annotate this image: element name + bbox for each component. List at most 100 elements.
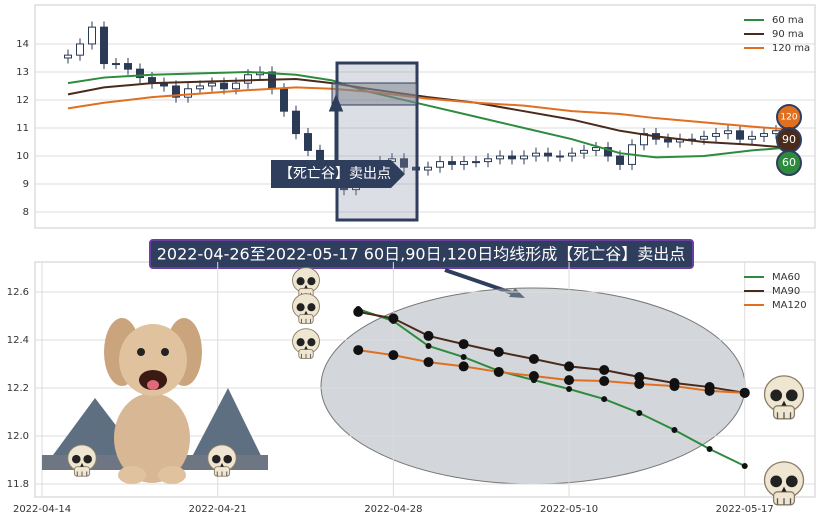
ma-line [67, 70, 789, 159]
candle-body [496, 155, 504, 160]
legend-label: 90 ma [772, 29, 804, 40]
legend-label: 120 ma [772, 43, 810, 54]
candle-body [544, 152, 552, 157]
candle-body [580, 149, 588, 154]
marker [741, 463, 748, 470]
y-tick-label: 8 [23, 207, 29, 218]
banner: 2022-04-26至2022-05-17 60日,90日,120日均线形成【死… [149, 239, 694, 298]
candle-body [304, 133, 312, 151]
candle-body [136, 68, 144, 79]
x-tick-label: 2022-05-17 [716, 504, 774, 515]
candle-body [484, 158, 492, 163]
candle-body [220, 82, 228, 90]
candle-body [232, 82, 240, 90]
candle-body [112, 63, 120, 66]
marker [425, 343, 432, 350]
ma-line [357, 308, 746, 467]
banner-text: 2022-04-26至2022-05-17 60日,90日,120日均线形成【死… [157, 245, 686, 264]
candle-body [532, 152, 540, 157]
y-tick-label: 12.6 [7, 287, 29, 298]
marker [706, 445, 713, 452]
marker [636, 409, 643, 416]
marker [669, 381, 680, 392]
candle-body [124, 63, 132, 70]
y-tick-label: 11.8 [7, 479, 29, 490]
candle-body [736, 130, 744, 140]
candle-body [712, 133, 720, 137]
badge-label: 120 [780, 113, 797, 123]
ma-line [358, 349, 745, 394]
marker [599, 365, 610, 376]
candle-body [508, 155, 516, 160]
x-tick-label: 2022-04-14 [13, 504, 71, 515]
y-tick-label: 14 [16, 39, 29, 50]
candle-body [292, 110, 300, 135]
candle-body [196, 85, 204, 90]
top-plot [34, 4, 816, 229]
legend-label: MA90 [772, 286, 800, 297]
marker [460, 354, 467, 361]
marker [564, 375, 575, 386]
marker [423, 330, 434, 341]
candle-body [748, 135, 756, 140]
marker [634, 378, 645, 389]
highlight: 【死亡谷】卖出点 [271, 61, 419, 222]
candle-body [280, 88, 288, 112]
marker [493, 347, 504, 358]
legend-label: MA60 [772, 272, 800, 283]
candle-body [556, 155, 564, 158]
x-tick-label: 2022-04-28 [364, 504, 422, 515]
marker [599, 376, 610, 387]
marker [566, 385, 573, 392]
marker [353, 306, 364, 317]
marker [353, 345, 364, 356]
candle-body [616, 155, 624, 165]
candle-body [424, 166, 432, 171]
candle-body [76, 43, 84, 56]
candle-body [568, 152, 576, 157]
marker [388, 313, 399, 324]
ma-line [358, 310, 745, 394]
marker [528, 371, 539, 382]
candle-body [604, 147, 612, 157]
badge-label: 60 [782, 156, 796, 169]
candle-body [472, 161, 480, 164]
candle-body [448, 161, 456, 165]
y-tick-label: 12.4 [7, 335, 29, 346]
y-tick-label: 10 [16, 151, 29, 162]
candle-body [88, 26, 96, 45]
candle-body [592, 147, 600, 151]
marker [458, 339, 469, 350]
y-tick-label: 12.2 [7, 383, 29, 394]
candle-body [400, 158, 408, 168]
marker [564, 361, 575, 372]
legend-label: 60 ma [772, 15, 804, 26]
candle-body [172, 85, 180, 98]
candle-body [208, 82, 216, 87]
y-tick-label: 11 [16, 123, 29, 134]
candle-body [184, 88, 192, 98]
candle-body [460, 161, 468, 165]
candle-body [100, 26, 108, 65]
illustration [42, 267, 805, 506]
marker [634, 371, 645, 382]
marker [704, 385, 715, 396]
y-tick-label: 12 [16, 95, 29, 106]
marker [739, 387, 750, 398]
candle-body [520, 155, 528, 160]
y-tick-label: 13 [16, 67, 29, 78]
x-tick-label: 2022-05-10 [540, 504, 598, 515]
ma-line [67, 86, 789, 131]
marker [388, 350, 399, 361]
candle-body [760, 133, 768, 137]
marker [458, 361, 469, 372]
x-tick-label: 2022-04-21 [189, 504, 247, 515]
candle-body [700, 135, 708, 140]
badge [776, 150, 802, 176]
badge-label: 90 [782, 133, 796, 146]
candle-body [724, 130, 732, 135]
candle-body [436, 161, 444, 168]
marker [423, 357, 434, 368]
marker [528, 353, 539, 364]
